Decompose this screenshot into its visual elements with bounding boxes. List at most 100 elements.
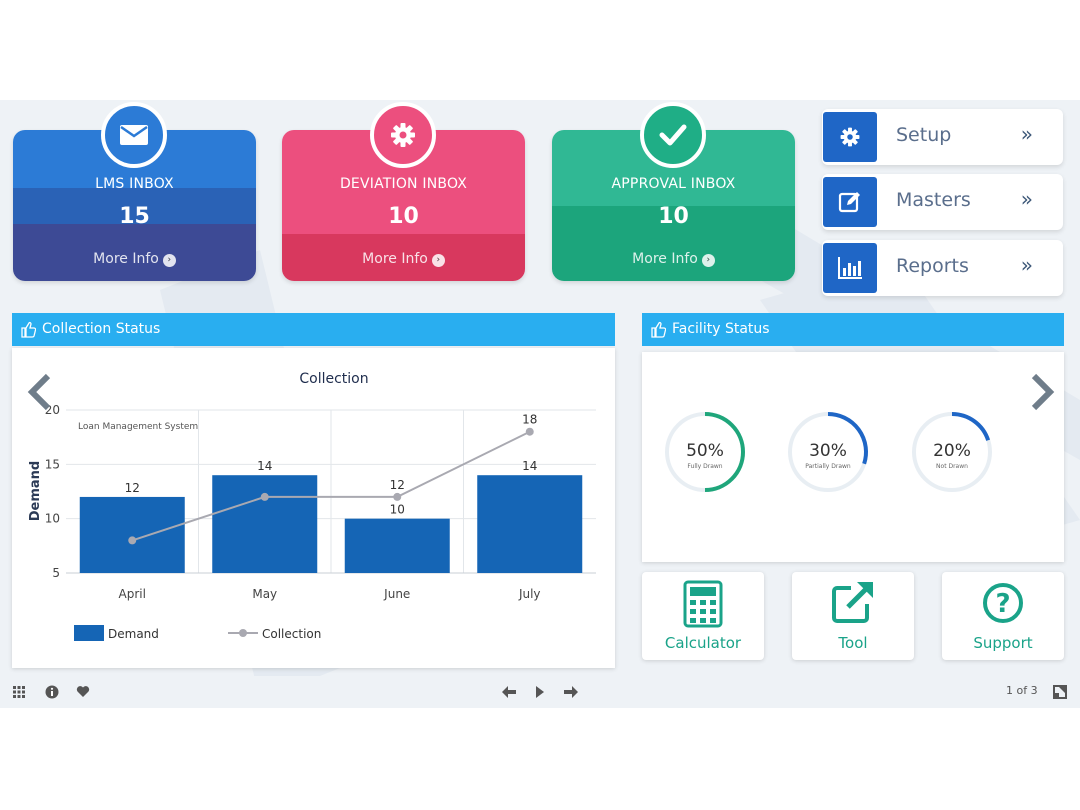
svg-text:?: ?	[995, 589, 1010, 619]
y-tick-label: 15	[45, 457, 60, 471]
gauge-sublabel: Partially Drawn	[805, 463, 851, 470]
heart-icon[interactable]	[76, 685, 90, 698]
approval-more-info-link[interactable]: More Info ›	[552, 251, 795, 267]
support-tile[interactable]: ? Support	[942, 572, 1064, 660]
bar-data-label: 14	[522, 459, 537, 473]
masters-label: Masters	[896, 189, 971, 211]
tool-label: Tool	[838, 634, 868, 652]
deviation-more-info-link[interactable]: More Info ›	[282, 251, 525, 267]
double-chevron-icon: »	[1020, 253, 1033, 277]
y-axis-label: Demand	[28, 461, 43, 522]
lms-inbox-title: LMS INBOX	[95, 176, 174, 192]
previous-slide-arrow[interactable]	[26, 372, 56, 412]
y-tick-label: 5	[52, 566, 60, 580]
calculator-label: Calculator	[664, 634, 742, 652]
arrow-right-icon: ›	[431, 254, 445, 267]
play-icon[interactable]	[536, 686, 544, 698]
lms-more-info-link[interactable]: More Info ›	[13, 251, 256, 267]
gauge-percent-label: 20%	[933, 441, 971, 461]
line-data-label: 18	[522, 413, 537, 427]
more-info-label: More Info	[632, 251, 698, 267]
thumbs-up-icon	[21, 321, 36, 338]
chart-title: Collection	[299, 371, 368, 387]
reports-label: Reports	[896, 255, 969, 277]
envelope-icon	[101, 102, 167, 168]
demand-bar	[477, 475, 583, 573]
collection-status-title: Collection Status	[42, 321, 161, 337]
expand-icon[interactable]	[1053, 685, 1067, 699]
check-icon	[640, 102, 706, 168]
bar-data-label: 12	[125, 481, 140, 495]
deviation-inbox-count: 10	[388, 204, 419, 229]
demand-bar	[212, 475, 318, 573]
bar-data-label: 10	[390, 503, 405, 517]
gear-icon	[370, 102, 436, 168]
gauge-arc	[951, 412, 991, 441]
arrow-right-icon: ›	[162, 254, 176, 267]
external-link-icon	[832, 582, 873, 623]
y-tick-label: 10	[45, 512, 60, 526]
more-info-label: More Info	[362, 251, 428, 267]
gauge-sublabel: Fully Drawn	[687, 463, 722, 470]
demand-bar	[344, 518, 450, 573]
next-slide-arrow[interactable]	[1026, 372, 1056, 412]
gear-icon	[823, 112, 877, 162]
gauge-percent-label: 30%	[809, 441, 847, 461]
info-icon[interactable]	[45, 685, 59, 699]
bottom-toolbar: 1 of 3	[0, 676, 1080, 708]
calculator-icon	[683, 580, 723, 628]
line-data-label: 12	[390, 478, 405, 492]
edit-icon	[823, 177, 877, 227]
x-tick-label: May	[252, 587, 277, 601]
bar-chart-icon	[823, 243, 877, 293]
arrow-right-icon: ›	[701, 254, 715, 267]
tool-tile[interactable]: Tool	[792, 572, 914, 660]
collection-point	[525, 427, 534, 436]
setup-menu-item[interactable]: Setup »	[822, 109, 1063, 165]
chart-annotation: Loan Management System	[78, 422, 198, 432]
support-label: Support	[973, 634, 1033, 652]
legend-label-demand: Demand	[108, 627, 159, 641]
reports-menu-item[interactable]: Reports »	[822, 240, 1063, 296]
gauge-percent-label: 50%	[686, 441, 724, 461]
thumbs-up-icon	[651, 321, 666, 338]
setup-label: Setup	[896, 124, 952, 146]
lms-inbox-count: 15	[119, 204, 150, 229]
collection-chart-panel: Collection Loan Management System 5 10 15 20 D…	[12, 348, 615, 668]
gauge-arc	[827, 412, 868, 465]
deviation-inbox-title: DEVIATION INBOX	[339, 176, 468, 192]
forward-arrow-icon[interactable]	[564, 686, 578, 698]
x-tick-label: July	[518, 587, 541, 601]
double-chevron-icon: »	[1020, 187, 1033, 211]
x-tick-label: June	[383, 587, 410, 601]
dashboard: LMS INBOX 15 More Info › DEVIATION INBOX …	[0, 100, 1080, 708]
double-chevron-icon: »	[1020, 122, 1033, 146]
collection-status-header: Collection Status	[12, 313, 615, 346]
chevron-left-icon	[27, 373, 51, 411]
question-icon: ?	[983, 583, 1023, 623]
calculator-tile[interactable]: Calculator	[642, 572, 764, 660]
demand-bar	[79, 496, 185, 573]
facility-status-title: Facility Status	[672, 321, 770, 337]
approval-inbox-count: 10	[658, 204, 689, 229]
page-indicator: 1 of 3	[1006, 684, 1038, 697]
masters-menu-item[interactable]: Masters »	[822, 174, 1063, 230]
chevron-right-icon	[1031, 373, 1055, 411]
gauge-sublabel: Not Drawn	[936, 463, 968, 470]
gauge-arc	[704, 412, 745, 492]
legend-label-collection: Collection	[262, 627, 321, 641]
back-arrow-icon[interactable]	[502, 686, 516, 698]
grid-menu-icon[interactable]	[13, 686, 25, 698]
collection-point	[128, 536, 137, 545]
x-tick-label: April	[119, 587, 146, 601]
legend-swatch-demand	[74, 625, 104, 641]
collection-line	[131, 430, 531, 542]
legend-swatch-collection-point	[239, 629, 247, 637]
bar-data-label: 14	[257, 459, 272, 473]
facility-gauges: 50% Fully Drawn 30% Partially Drawn 20% Not D…	[665, 412, 992, 492]
approval-inbox-title: APPROVAL INBOX	[611, 176, 736, 192]
facility-panel: 50% Fully Drawn 30% Partially Drawn 20% Not D…	[642, 352, 1064, 562]
collection-point	[393, 492, 402, 501]
facility-status-header: Facility Status	[642, 313, 1064, 346]
